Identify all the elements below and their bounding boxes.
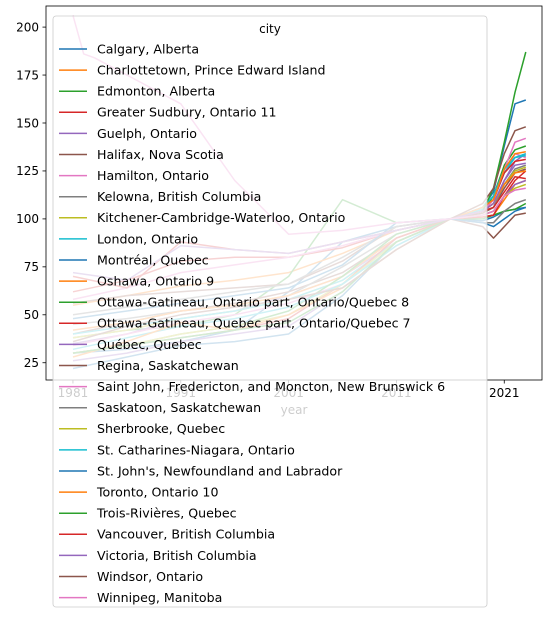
legend-label: Guelph, Ontario xyxy=(97,126,197,141)
legend-label: Victoria, British Columbia xyxy=(97,548,257,563)
legend-label: Québec, Quebec xyxy=(97,337,202,352)
legend-label: Winnipeg, Manitoba xyxy=(97,590,222,605)
legend-label: Edmonton, Alberta xyxy=(97,84,215,99)
legend-label: Greater Sudbury, Ontario 11 xyxy=(97,105,277,120)
legend-label: Trois-Rivières, Quebec xyxy=(96,506,237,521)
legend-label: St. Catharines-Niagara, Ontario xyxy=(97,442,295,457)
legend-box xyxy=(52,15,488,608)
legend-label: Ottawa-Gatineau, Ontario part, Ontario/Q… xyxy=(97,295,409,310)
legend-label: Kelowna, British Columbia xyxy=(97,189,261,204)
y-tick-label: 100 xyxy=(16,212,39,226)
y-tick-label: 125 xyxy=(16,164,39,178)
legend-label: Halifax, Nova Scotia xyxy=(97,147,224,162)
legend-label: Ottawa-Gatineau, Quebec part, Ontario/Qu… xyxy=(97,316,411,331)
legend-label: Saskatoon, Saskatchewan xyxy=(97,400,261,415)
y-tick-label: 25 xyxy=(24,356,39,370)
legend-label: Toronto, Ontario 10 xyxy=(96,485,218,500)
legend-label: Sherbrooke, Quebec xyxy=(97,421,225,436)
legend-label: Oshawa, Ontario 9 xyxy=(97,274,214,289)
legend-title: city xyxy=(259,22,281,36)
legend-label: Kitchener-Cambridge-Waterloo, Ontario xyxy=(97,210,346,225)
legend-label: Regina, Saskatchewan xyxy=(97,358,239,373)
y-tick-label: 175 xyxy=(16,68,39,82)
y-tick-label: 150 xyxy=(16,116,39,130)
legend-items: Calgary, Alberta Charlottetown, Prince Ed… xyxy=(59,41,445,605)
legend-label: Calgary, Alberta xyxy=(97,41,199,56)
y-tick-label: 75 xyxy=(24,260,39,274)
legend: city Calgary, Alberta Charlottetown, Prin… xyxy=(52,15,488,608)
legend-label: Montréal, Quebec xyxy=(97,252,209,267)
legend-label: Hamilton, Ontario xyxy=(97,168,209,183)
y-axis: 25 50 75 100 125 150 175 200 xyxy=(16,20,46,370)
y-tick-label: 50 xyxy=(24,308,39,322)
legend-label: Charlottetown, Prince Edward Island xyxy=(97,63,326,78)
legend-label: Saint John, Fredericton, and Moncton, Ne… xyxy=(97,379,445,394)
legend-label: St. John's, Newfoundland and Labrador xyxy=(97,463,343,478)
legend-label: Vancouver, British Columbia xyxy=(97,527,275,542)
legend-label: London, Ontario xyxy=(97,231,198,246)
y-tick-label: 200 xyxy=(16,20,39,34)
legend-label: Windsor, Ontario xyxy=(97,569,203,584)
x-tick-label: 2021 xyxy=(489,386,520,400)
